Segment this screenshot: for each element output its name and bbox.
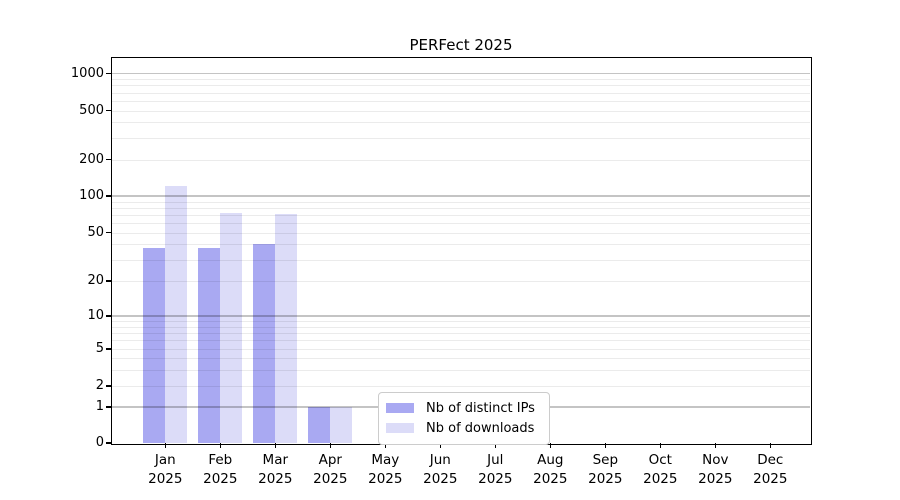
gridline-minor (112, 137, 810, 139)
y-tick-label: 1 (95, 399, 104, 414)
gridline-minor (112, 222, 810, 224)
gridline-minor (112, 326, 810, 328)
y-tick-mark (105, 109, 112, 112)
x-tick-mark (274, 443, 277, 448)
gridline-minor (112, 79, 810, 81)
gridline-major (112, 315, 810, 317)
legend-swatch-icon (386, 403, 414, 413)
gridline-minor (112, 358, 810, 359)
gridline-minor (112, 386, 810, 387)
bar-downloads-apr (330, 407, 353, 443)
y-tick-label: 2 (95, 378, 104, 393)
bar-distinct-ips-apr (308, 407, 331, 443)
y-tick-label: 5 (95, 341, 104, 356)
legend-label: Nb of downloads (426, 420, 535, 436)
x-tick-label-mar: Mar 2025 (258, 452, 293, 487)
gridline-minor (112, 244, 810, 246)
gridline-minor (112, 281, 810, 282)
gridline-minor (112, 349, 810, 350)
legend-row: Nb of distinct IPs (386, 398, 540, 418)
y-tick-label: 200 (79, 151, 104, 167)
gridline-minor (112, 85, 810, 87)
gridline-minor (112, 122, 810, 124)
x-tick-mark (604, 443, 607, 448)
gridline-major (112, 195, 810, 197)
y-tick-mark (105, 385, 112, 387)
y-tick-label: 500 (79, 102, 104, 118)
x-tick-label-feb: Feb 2025 (203, 452, 238, 487)
x-tick-mark (384, 443, 387, 448)
bar-downloads-mar (275, 214, 298, 443)
y-tick-mark (105, 231, 112, 234)
y-tick-mark (105, 280, 112, 282)
x-tick-label-aug: Aug 2025 (533, 452, 568, 487)
x-tick-label-jul: Jul 2025 (478, 452, 513, 487)
gridline-minor (112, 92, 810, 94)
x-tick-mark (439, 443, 442, 448)
x-tick-mark (329, 443, 332, 448)
chart-title: PERFect 2025 (409, 36, 513, 54)
y-tick-mark (105, 72, 112, 75)
x-tick-label-may: May 2025 (368, 452, 403, 487)
legend-swatch-icon (386, 423, 414, 433)
gridline-minor (112, 340, 810, 342)
y-tick-label: 50 (87, 224, 104, 240)
gridline-minor (112, 369, 810, 371)
gridline-major (112, 72, 810, 75)
gridline-minor (112, 321, 810, 323)
x-tick-mark (549, 443, 552, 448)
y-tick-mark (105, 158, 112, 161)
y-tick-mark (105, 315, 112, 317)
x-tick-mark (769, 443, 772, 448)
gridline-minor (112, 207, 810, 209)
y-tick-mark (105, 348, 112, 350)
x-tick-label-sep: Sep 2025 (588, 452, 623, 487)
x-tick-label-jan: Jan 2025 (148, 452, 183, 487)
gridline-minor (112, 214, 810, 216)
y-tick-label: 10 (87, 308, 104, 323)
y-tick-label: 20 (87, 273, 104, 288)
x-tick-mark (164, 443, 167, 448)
gridline-minor (112, 232, 810, 234)
y-tick-mark (105, 442, 112, 444)
legend-row: Nb of downloads (386, 418, 540, 438)
x-tick-mark (659, 443, 662, 448)
gridline-minor (112, 110, 810, 112)
x-tick-label-apr: Apr 2025 (313, 452, 348, 487)
gridline-minor (112, 100, 810, 102)
x-tick-mark (714, 443, 717, 448)
y-tick-label: 0 (95, 435, 104, 450)
x-tick-label-dec: Dec 2025 (753, 452, 788, 487)
legend: Nb of distinct IPs Nb of downloads (378, 392, 550, 445)
bar-distinct-ips-feb (198, 248, 221, 443)
gridline-minor (112, 259, 810, 261)
y-tick-mark (105, 195, 112, 197)
x-tick-label-oct: Oct 2025 (643, 452, 678, 487)
bar-distinct-ips-jan (143, 248, 166, 443)
x-tick-mark (494, 443, 497, 448)
bar-distinct-ips-mar (253, 244, 276, 443)
x-tick-label-jun: Jun 2025 (423, 452, 458, 487)
legend-label: Nb of distinct IPs (426, 400, 535, 416)
x-tick-label-nov: Nov 2025 (698, 452, 733, 487)
y-tick-mark (105, 406, 112, 408)
bar-downloads-jan (165, 185, 188, 443)
gridline-minor (112, 201, 810, 203)
gridline-minor (112, 159, 810, 161)
bar-downloads-feb (220, 212, 243, 443)
y-tick-label: 100 (79, 188, 104, 203)
y-tick-label: 1000 (70, 65, 104, 81)
x-tick-mark (219, 443, 222, 448)
gridline-minor (112, 332, 810, 334)
